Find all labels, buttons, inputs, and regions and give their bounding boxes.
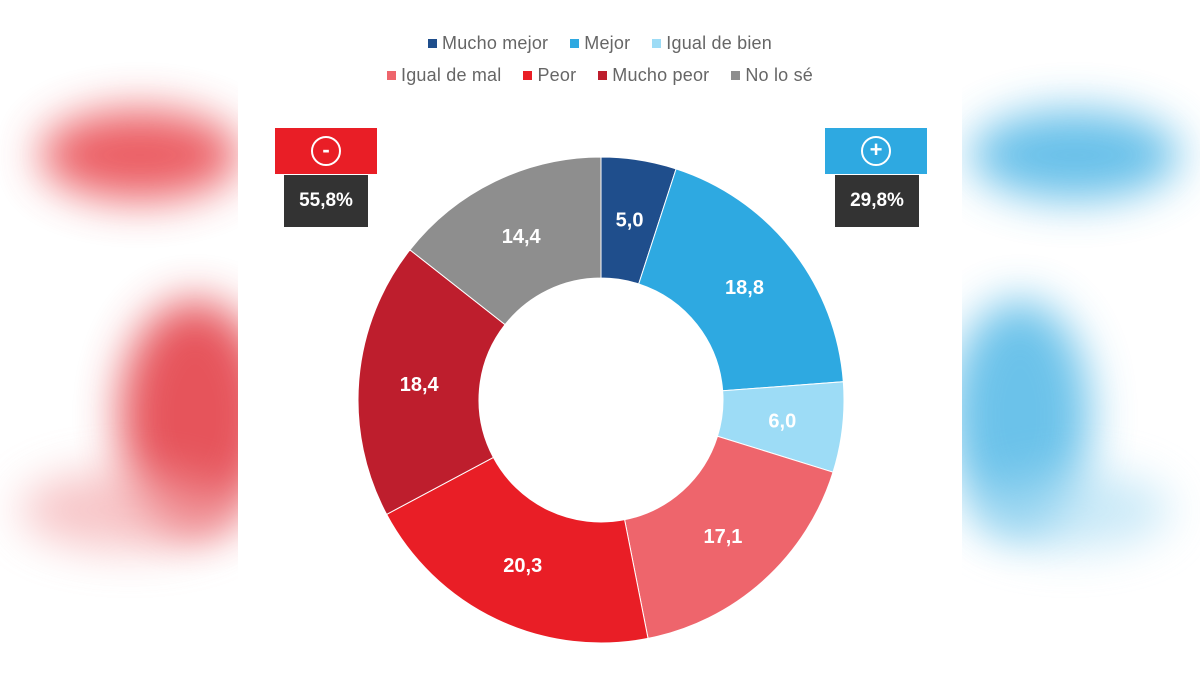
background-right: [950, 0, 1200, 675]
legend-swatch: [387, 70, 396, 80]
legend-label: Mucho mejor: [442, 32, 549, 53]
background-left: [0, 0, 250, 675]
positive-total: 29,8%: [835, 175, 919, 227]
plus-icon: +: [861, 136, 891, 166]
legend-item-peor: Peor: [523, 65, 576, 86]
negative-total: 55,8%: [284, 175, 368, 227]
legend-swatch: [652, 38, 662, 48]
legend-swatch: [570, 38, 580, 48]
slice-value-label: 6,0: [768, 411, 796, 433]
legend: Mucho mejor Mejor Igual de bien Igual de…: [238, 30, 962, 94]
slice-value-label: 14,4: [502, 226, 542, 248]
donut-chart: 5,0 18,8 6,0 17,1 20,3 18,4 14,4: [357, 156, 845, 644]
legend-item-igual-de-mal: Igual de mal: [387, 65, 501, 86]
legend-label: Mucho peor: [612, 64, 710, 85]
legend-row-1: Mucho mejor Mejor Igual de bien: [238, 30, 962, 56]
legend-label: No lo sé: [745, 64, 813, 85]
slice-igual-de-mal: [624, 435, 834, 639]
legend-label: Igual de mal: [401, 64, 502, 85]
legend-item-mejor: Mejor: [570, 33, 630, 54]
chart-panel: Mucho mejor Mejor Igual de bien Igual de…: [238, 0, 962, 675]
legend-row-2: Igual de mal Peor Mucho peor No lo sé: [238, 62, 962, 88]
legend-item-mucho-mejor: Mucho mejor: [428, 33, 548, 54]
slice-mucho-peor: [357, 249, 506, 516]
legend-item-mucho-peor: Mucho peor: [598, 65, 709, 86]
legend-swatch: [523, 70, 533, 80]
slice-peor: [385, 456, 649, 644]
legend-label: Peor: [537, 64, 577, 85]
minus-icon: -: [311, 136, 341, 166]
legend-swatch: [598, 70, 608, 80]
slice-no-lo-sé: [409, 156, 602, 326]
slice-value-label: 5,0: [616, 210, 644, 232]
legend-label: Igual de bien: [666, 32, 772, 53]
legend-swatch: [731, 70, 741, 80]
legend-item-igual-de-bien: Igual de bien: [652, 33, 772, 54]
slice-value-label: 17,1: [704, 526, 743, 548]
legend-item-no-lo-se: No lo sé: [731, 65, 813, 86]
positive-badge: +: [825, 128, 927, 174]
slice-value-label: 18,8: [725, 277, 764, 299]
slice-value-label: 20,3: [503, 555, 542, 577]
slice-mejor: [638, 168, 844, 392]
legend-swatch: [428, 38, 438, 48]
legend-label: Mejor: [584, 32, 631, 53]
slice-value-label: 18,4: [400, 374, 440, 396]
negative-badge: -: [275, 128, 377, 174]
